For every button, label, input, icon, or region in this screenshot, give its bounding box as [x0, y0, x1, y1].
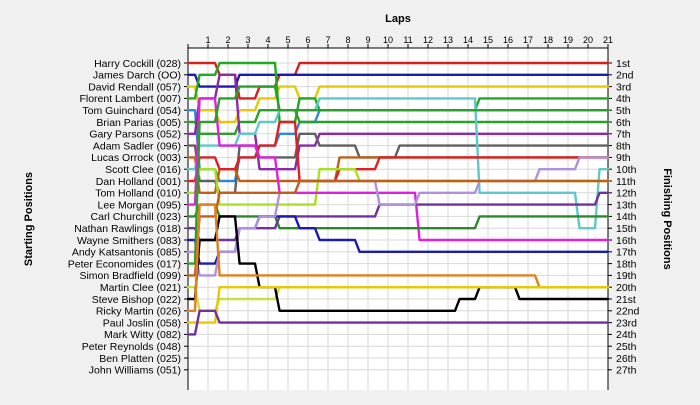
series-line — [186, 73, 610, 88]
starting-position-label: Paul Joslin (058) — [103, 317, 181, 329]
starting-position-label: Wayne Smithers (083) — [77, 235, 181, 247]
finishing-position-label: 20th — [616, 282, 637, 294]
finishing-position-label: 24th — [616, 329, 637, 341]
starting-position-label: David Rendall (057) — [88, 81, 181, 93]
finishing-position-label: 14th — [616, 211, 637, 223]
series-line — [186, 97, 610, 242]
starting-position-label: Dan Holland (001) — [96, 176, 181, 188]
finishing-position-label: 26th — [616, 353, 637, 365]
finishing-position-label: 25th — [616, 341, 637, 353]
series-line — [186, 109, 610, 135]
lap-tick-label: 3 — [245, 35, 250, 45]
starting-position-label: Brian Parias (005) — [96, 117, 181, 129]
lap-tick-label: 4 — [265, 35, 270, 45]
finishing-position-label: 7th — [616, 129, 631, 141]
finishing-position-label: 22nd — [616, 306, 640, 318]
starting-position-label: Harry Cockill (028) — [94, 58, 181, 70]
finishing-position-label: 21st — [616, 294, 636, 306]
starting-position-label: Tom Holland (010) — [95, 188, 181, 200]
finishing-position-label: 4th — [616, 93, 631, 105]
lap-tick-label: 9 — [365, 35, 370, 45]
starting-position-label: Tom Guinchard (054) — [82, 105, 181, 117]
starting-position-label: Carl Churchill (023) — [91, 211, 181, 223]
series-line — [186, 203, 610, 312]
finishing-position-label: 17th — [616, 247, 637, 259]
starting-position-label: James Darch (OO) — [93, 70, 181, 82]
series-group — [186, 61, 610, 336]
lap-tick-label: 1 — [205, 35, 210, 45]
starting-position-label: Andy Katsantonis (085) — [72, 247, 181, 259]
lap-tick-label: 11 — [403, 35, 412, 45]
lap-tick-label: 6 — [305, 35, 310, 45]
starting-position-label: Adam Sadler (096) — [93, 140, 181, 152]
starting-position-labels: Harry Cockill (028)James Darch (OO)David… — [68, 58, 181, 377]
series-line — [186, 203, 610, 230]
finishing-position-label: 18th — [616, 258, 637, 270]
finishing-position-label: 15th — [616, 223, 637, 235]
lap-tick-label: 20 — [583, 35, 593, 45]
series-line — [186, 179, 610, 277]
starting-position-label: Mark Witty (082) — [104, 329, 181, 341]
starting-position-label: Scott Clee (016) — [105, 164, 181, 176]
finishing-position-label: 2nd — [616, 70, 634, 82]
axes — [184, 44, 612, 390]
left-axis-title: Starting Positions — [23, 172, 35, 266]
lap-tick-label: 5 — [285, 35, 290, 45]
starting-position-label: Gary Parsons (052) — [89, 129, 181, 141]
lap-tick-labels: 1 2 3 4 5 6 7 8 9 10 11 12 13 14 15 16 17 18 19 20 21 — [205, 35, 613, 45]
starting-position-label: Peter Economides (017) — [68, 258, 181, 270]
series-line — [186, 85, 610, 124]
series-line — [186, 61, 610, 100]
finishing-position-label: 1st — [616, 58, 630, 70]
series-line — [186, 156, 610, 277]
series-line — [186, 286, 610, 324]
lap-tick-label: 17 — [523, 35, 533, 45]
starting-position-label: Steve Bishop (022) — [92, 294, 181, 306]
lap-tick-label: 12 — [423, 35, 433, 45]
lap-tick-label: 15 — [483, 35, 493, 45]
lap-tick-label: 16 — [503, 35, 513, 45]
finishing-position-label: 11th — [616, 176, 636, 188]
series-line — [186, 85, 610, 265]
starting-position-label: Lee Morgan (095) — [98, 199, 181, 211]
starting-position-label: Nathan Rawlings (018) — [74, 223, 181, 235]
finishing-position-label: 9th — [616, 152, 631, 164]
lap-tick-label: 18 — [543, 35, 553, 45]
starting-position-label: Simon Bradfield (099) — [79, 270, 181, 282]
starting-position-label: Martin Clee (021) — [100, 282, 181, 294]
lap-tick-label: 21 — [603, 35, 613, 45]
right-axis-title: Finishing Positions — [661, 168, 673, 269]
starting-position-label: Florent Lambert (007) — [79, 93, 181, 105]
finishing-position-label: 19th — [616, 270, 637, 282]
finishing-position-label: 27th — [616, 365, 637, 377]
finishing-position-label: 8th — [616, 140, 631, 152]
finishing-position-label: 13th — [616, 199, 637, 211]
lap-tick-label: 14 — [463, 35, 473, 45]
finishing-position-label: 12th — [616, 188, 637, 200]
finishing-position-labels: 1st2nd3rd4th5th6th7th8th9th10th11th12th1… — [616, 58, 640, 377]
lap-tick-label: 19 — [563, 35, 573, 45]
starting-position-label: Ben Platten (025) — [99, 353, 181, 365]
lap-tick-label: 10 — [383, 35, 393, 45]
chart-title: Laps — [385, 13, 411, 25]
lap-tick-label: 8 — [345, 35, 350, 45]
starting-position-label: Ricky Martin (026) — [96, 306, 181, 318]
finishing-position-label: 23rd — [616, 317, 637, 329]
lap-tick-label: 7 — [325, 35, 330, 45]
lap-tick-label: 2 — [225, 35, 230, 45]
starting-position-label: John Williams (051) — [89, 365, 181, 377]
starting-position-label: Peter Reynolds (048) — [82, 341, 181, 353]
finishing-position-label: 10th — [616, 164, 637, 176]
series-line — [186, 97, 610, 230]
finishing-position-label: 16th — [616, 235, 637, 247]
finishing-position-label: 3rd — [616, 81, 631, 93]
series-line — [186, 309, 610, 336]
finishing-position-label: 5th — [616, 105, 631, 117]
starting-position-label: Lucas Orrock (003) — [91, 152, 181, 164]
finishing-position-label: 6th — [616, 117, 631, 129]
lap-tick-label: 13 — [443, 35, 453, 45]
